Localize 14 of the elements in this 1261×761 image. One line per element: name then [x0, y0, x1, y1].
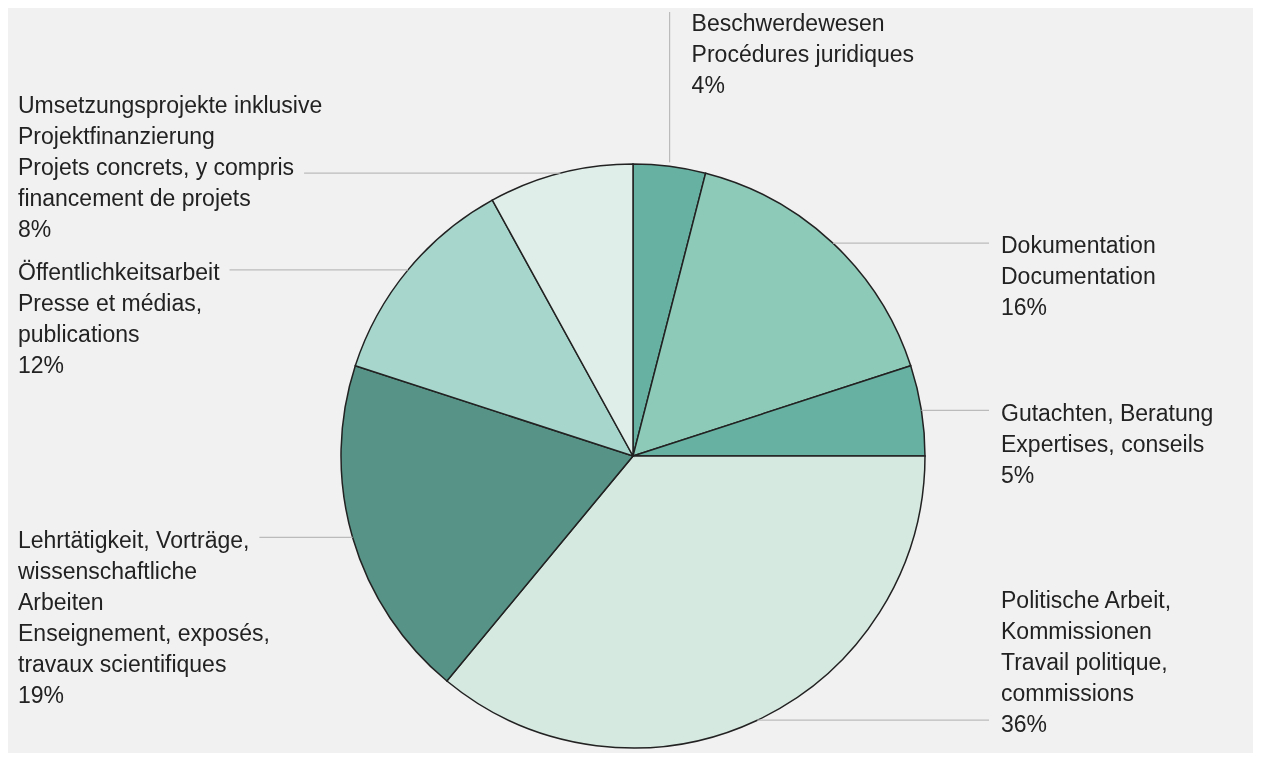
data-label: 5%: [1001, 461, 1035, 488]
slice-label: Politische Arbeit, Kommissionen Travail politique, commissions: [1001, 587, 1172, 707]
slice-label: Gutachten, Beratung Expertises, conseils: [1001, 399, 1214, 457]
slice-label: Dokumentation Documentation: [1001, 232, 1156, 290]
slice-label: Umsetzungsprojekte inklusive Projektfinanzierung Projets concrets, y compris financement de projets: [18, 92, 323, 212]
data-label: 16%: [1001, 294, 1048, 321]
data-label: 12%: [18, 352, 65, 379]
slice-label: Öffentlichkeitsarbeit Presse et médias, publications: [18, 259, 221, 348]
slice-label: Lehrtätigkeit, Vorträge, wissenschaftliche Arbeiten Enseignement, exposés, travaux scientifiques: [17, 526, 270, 677]
data-label: 36%: [1001, 711, 1048, 738]
slice-label: Beschwerdewesen Procédures juridiques: [691, 10, 915, 67]
data-label: 8%: [18, 216, 52, 243]
data-label: 4%: [691, 72, 725, 98]
data-label: 19%: [18, 681, 65, 708]
